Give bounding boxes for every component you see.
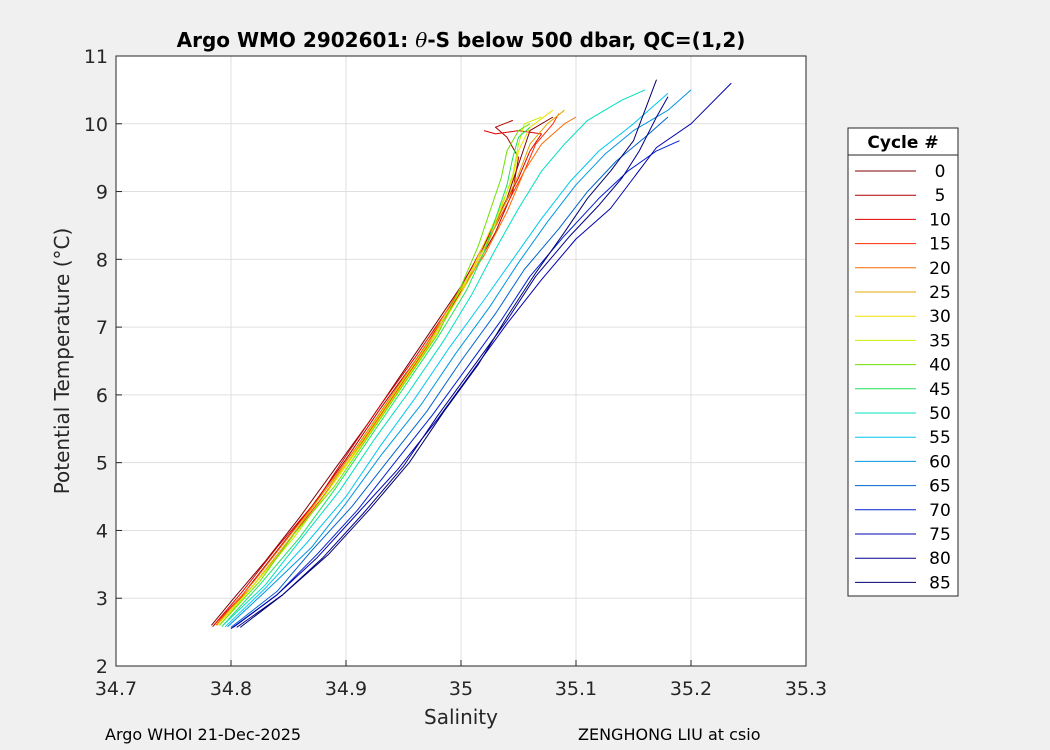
legend-box (847, 127, 959, 597)
legend-label: 30 (929, 307, 951, 327)
legend-label: 25 (929, 283, 951, 303)
legend-label: 15 (929, 235, 951, 255)
legend-label: 70 (929, 501, 951, 521)
y-tick-label: 10 (84, 114, 108, 136)
x-tick-label: 35.1 (555, 678, 597, 700)
legend-label: 5 (935, 186, 946, 206)
legend-label: 65 (929, 477, 951, 497)
chart-title-prefix: Argo WMO 2902601: (177, 28, 416, 52)
series-line-cycle-85 (239, 79, 657, 628)
legend-label: 75 (929, 525, 951, 545)
legend-label: 45 (929, 380, 951, 400)
legend-label: 40 (929, 356, 951, 376)
y-tick-label: 11 (84, 46, 108, 68)
series-line-cycle-20 (215, 116, 577, 626)
theta-symbol: θ (415, 28, 427, 52)
y-tick-label: 3 (96, 588, 108, 610)
legend-label: 20 (929, 259, 951, 279)
x-tick-label: 35 (449, 678, 473, 700)
x-tick-label: 34.9 (325, 678, 367, 700)
footer-right-text: ZENGHONG LIU at csio (578, 725, 761, 744)
legend-label: 60 (929, 452, 951, 472)
footer-left-text: Argo WHOI 21-Dec-2025 (105, 725, 302, 744)
y-tick-label: 9 (96, 182, 108, 204)
axis-ticks: 34.7 34.8 34.9 35 35.1 35.2 35.3 2 3 4 5 6 7 8 9 10 11 (84, 46, 827, 700)
y-tick-label: 8 (96, 249, 108, 271)
legend-entries: 0 5 10 15 20 25 30 35 40 45 50 55 60 65 70 75 80 85 (855, 162, 951, 593)
legend-label: 35 (929, 331, 951, 351)
series-lines (211, 79, 732, 630)
series-line-cycle-35 (219, 116, 542, 626)
x-tick-label: 34.7 (95, 678, 137, 700)
y-tick-label: 2 (96, 656, 108, 678)
y-tick-label: 6 (96, 385, 108, 407)
x-tick-label: 34.8 (210, 678, 252, 700)
y-tick-label: 4 (96, 520, 108, 542)
series-line-cycle-45 (221, 126, 531, 628)
y-tick-label: 7 (96, 317, 108, 339)
series-line-cycle-55 (224, 92, 669, 628)
legend-label: 50 (929, 404, 951, 424)
series-line-cycle-40 (219, 123, 531, 626)
x-tick-label: 35.3 (785, 678, 827, 700)
y-tick-label: 5 (96, 453, 108, 475)
chart-title: Argo WMO 2902601: θ-S below 500 dbar, QC… (177, 28, 746, 52)
y-axis-label: Potential Temperature (°C) (50, 228, 74, 495)
legend-label: 80 (929, 549, 951, 569)
legend-label: 55 (929, 428, 951, 448)
series-line-cycle-80 (236, 96, 669, 628)
legend-label: 0 (935, 162, 946, 182)
legend: Cycle # 0 5 10 15 20 25 30 35 40 45 50 55 60 65 70 75 80… (847, 127, 959, 597)
legend-label: 85 (929, 573, 951, 593)
series-line-cycle-60 (227, 89, 692, 628)
chart-title-suffix: -S below 500 dbar, QC=(1,2) (427, 28, 745, 52)
series-line-cycle-65 (230, 116, 669, 628)
series-line-cycle-75 (233, 82, 732, 628)
legend-title: Cycle # (867, 133, 938, 153)
x-axis-label: Salinity (424, 705, 498, 729)
legend-label: 10 (929, 210, 951, 230)
x-tick-label: 35.2 (670, 678, 712, 700)
series-line-cycle-50 (222, 89, 646, 626)
